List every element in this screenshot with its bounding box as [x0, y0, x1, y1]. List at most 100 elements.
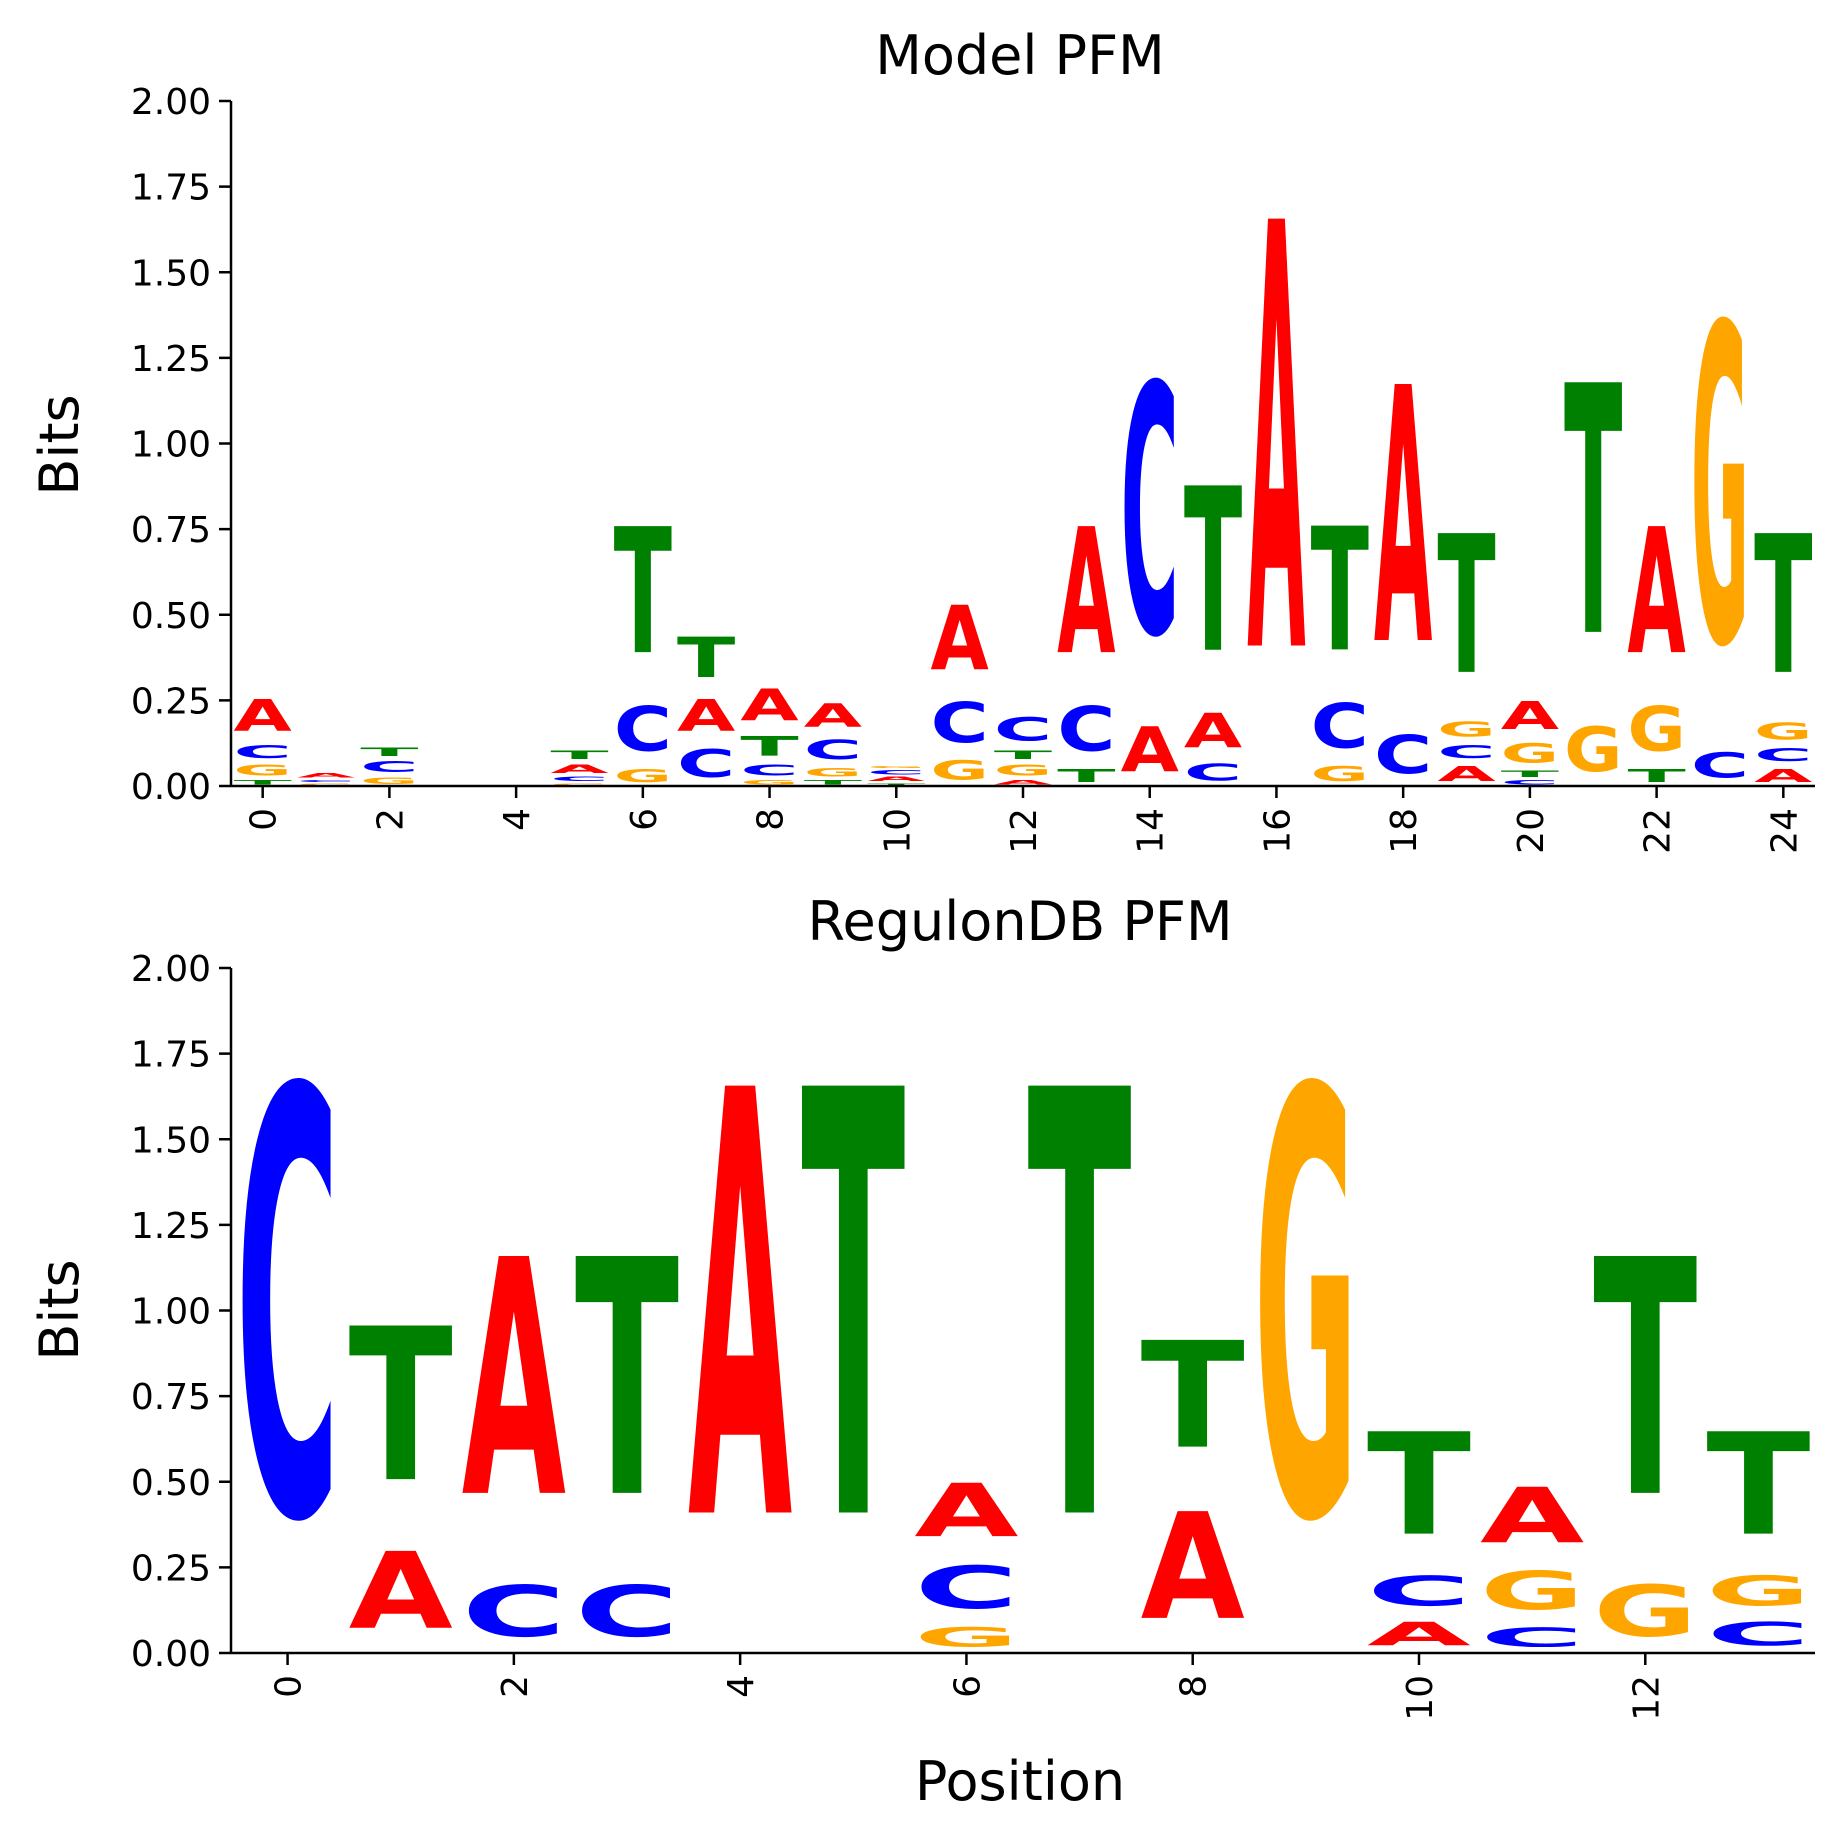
- model-pfm-title: Model PFM: [875, 24, 1165, 87]
- regulondb-pfm-letter-G: G: [1480, 1561, 1584, 1622]
- regulondb-pfm-letter-A: A: [1141, 1484, 1245, 1654]
- regulondb-pfm-letter-G: G: [1706, 1568, 1810, 1615]
- regulondb-pfm-title: RegulonDB PFM: [807, 890, 1232, 953]
- model-pfm-letter-G: G: [1564, 714, 1622, 786]
- model-pfm-letter-T: T: [677, 626, 735, 691]
- regulondb-pfm-x-tick-label: 2: [495, 1675, 536, 1698]
- regulondb-pfm-y-tick-label: 0.25: [131, 1548, 211, 1589]
- model-pfm-letter-G: G: [297, 783, 355, 786]
- model-pfm-letter-A: A: [1057, 493, 1115, 694]
- model-pfm-letter-G: G: [930, 755, 988, 786]
- model-pfm-letter-G: G: [614, 766, 672, 786]
- model-pfm-letter-C: C: [1501, 779, 1559, 786]
- model-pfm-y-tick-label: 1.75: [131, 168, 211, 209]
- regulondb-pfm-letter-T: T: [1367, 1403, 1471, 1567]
- regulondb-pfm-x-tick-label: 0: [269, 1675, 310, 1698]
- model-pfm-y-tick-label: 0.50: [131, 596, 211, 637]
- model-pfm-letter-C: C: [740, 762, 798, 779]
- model-pfm-letter-C: C: [804, 735, 862, 766]
- model-pfm-y-tick-label: 2.00: [131, 82, 211, 123]
- regulondb-pfm-y-tick-label: 0.50: [131, 1463, 211, 1504]
- model-pfm-letter-G: G: [234, 762, 292, 779]
- model-pfm-letter-A: A: [994, 779, 1053, 786]
- model-pfm-letter-C: C: [1184, 759, 1242, 786]
- regulondb-pfm-x-tick-label: 4: [721, 1675, 762, 1698]
- regulondb-pfm-letter-T: T: [1593, 1191, 1697, 1570]
- model-pfm-letter-G: G: [360, 776, 418, 786]
- regulondb-pfm-letter-T: T: [1141, 1312, 1245, 1482]
- regulondb-pfm-letter-C: C: [1367, 1567, 1471, 1615]
- regulondb-pfm-letter-G: G: [1254, 969, 1358, 1650]
- model-pfm-letter-C: C: [614, 694, 672, 766]
- model-pfm-letter-A: A: [1437, 763, 1496, 787]
- model-pfm-letter-A: A: [677, 690, 736, 741]
- model-pfm-letter-T: T: [550, 748, 609, 762]
- model-pfm-y-axis-label: Bits: [28, 394, 91, 495]
- regulondb-pfm-letter-A: A: [914, 1469, 1018, 1554]
- model-pfm-letter-T: T: [1311, 491, 1369, 689]
- model-pfm-letter-C: C: [1754, 745, 1812, 765]
- regulondb-pfm-letter-C: C: [462, 1571, 566, 1653]
- model-pfm-y-tick-label: 0.25: [131, 681, 211, 722]
- regulondb-pfm-letter-A: A: [1367, 1616, 1472, 1654]
- model-pfm-letter-C: C: [234, 742, 292, 762]
- model-pfm-panel: Model PFM Bits TGCAGCAGCTGCATGCTCATGCTAT…: [28, 24, 1815, 854]
- model-pfm-letter-A: A: [297, 772, 356, 779]
- model-pfm-letter-T: T: [1627, 766, 1685, 787]
- regulondb-pfm-letter-A: A: [462, 1191, 566, 1570]
- regulondb-pfm-y-ticks: 0.00 0.25 0.50 0.75 1.00 1.25 1.50 1.75 2.00: [131, 949, 231, 1675]
- model-pfm-x-tick-label: 2: [370, 808, 411, 831]
- regulondb-pfm-letter-A: A: [1480, 1472, 1585, 1560]
- model-pfm-letter-A: A: [234, 690, 293, 741]
- regulondb-pfm-letter-G: G: [914, 1622, 1018, 1653]
- model-pfm-letter-C: C: [1374, 724, 1432, 786]
- model-pfm-x-tick-label: 16: [1257, 808, 1298, 854]
- model-pfm-x-ticks: 0 2 4 6 8 10 12 14 16 18 20 22 24: [244, 786, 1805, 854]
- model-pfm-letter-A: A: [804, 697, 863, 735]
- model-pfm-letter-A: A: [1121, 715, 1179, 787]
- regulondb-pfm-y-tick-label: 1.75: [131, 1035, 211, 1076]
- regulondb-pfm-letter-T: T: [801, 969, 906, 1651]
- regulondb-pfm-y-tick-label: 1.50: [131, 1120, 211, 1161]
- regulondb-pfm-y-tick-label: 0.75: [131, 1377, 211, 1418]
- model-pfm-letter-T: T: [867, 783, 925, 786]
- regulondb-pfm-letter-C: C: [236, 971, 340, 1651]
- regulondb-pfm-letter-T: T: [575, 1191, 679, 1570]
- regulondb-pfm-y-axis-label: Bits: [28, 1259, 91, 1360]
- regulondb-pfm-letter-C: C: [1480, 1622, 1584, 1653]
- model-pfm-letter-T: T: [234, 779, 292, 786]
- model-pfm-y-tick-label: 1.50: [131, 253, 211, 294]
- regulondb-pfm-y-tick-label: 2.00: [131, 949, 211, 990]
- model-pfm-x-tick-label: 18: [1384, 808, 1425, 854]
- regulondb-pfm-x-axis-label: Position: [915, 1750, 1125, 1813]
- regulondb-pfm-letter-C: C: [914, 1554, 1018, 1623]
- model-pfm-letter-C: C: [1691, 746, 1749, 787]
- model-pfm-letter-T: T: [360, 745, 419, 759]
- regulondb-pfm-letter-A: A: [349, 1531, 453, 1653]
- model-pfm-y-tick-label: 0.75: [131, 510, 211, 551]
- model-pfm-letter-C: C: [867, 769, 925, 776]
- model-pfm-letter-C: C: [297, 779, 355, 782]
- regulondb-pfm-x-tick-label: 10: [1400, 1675, 1441, 1721]
- regulondb-pfm-letter-C: C: [1706, 1616, 1810, 1653]
- model-pfm-letter-G: G: [550, 783, 608, 786]
- model-pfm-letter-T: T: [1057, 766, 1115, 787]
- regulondb-pfm-x-tick-label: 8: [1174, 1675, 1215, 1698]
- model-pfm-x-tick-label: 12: [1004, 808, 1045, 854]
- model-pfm-letter-A: A: [1501, 694, 1559, 738]
- model-pfm-letter-T: T: [804, 779, 862, 786]
- model-pfm-letter-A: A: [1184, 704, 1243, 759]
- model-pfm-letter-A: A: [930, 589, 988, 691]
- model-pfm-letter-A: A: [1627, 493, 1685, 694]
- model-pfm-letter-T: T: [1754, 495, 1812, 717]
- model-pfm-letter-G: G: [740, 779, 798, 786]
- model-pfm-letter-A: A: [740, 680, 799, 731]
- model-pfm-letter-A: A: [1754, 765, 1813, 786]
- model-pfm-x-tick-label: 6: [624, 808, 665, 831]
- model-pfm-y-ticks: 0.00 0.25 0.50 0.75 1.00 1.25 1.50 1.75 2.00: [131, 82, 231, 808]
- model-pfm-x-tick-label: 4: [497, 808, 538, 831]
- model-pfm-letter-C: C: [994, 711, 1052, 748]
- model-pfm-letter-G: G: [867, 765, 925, 768]
